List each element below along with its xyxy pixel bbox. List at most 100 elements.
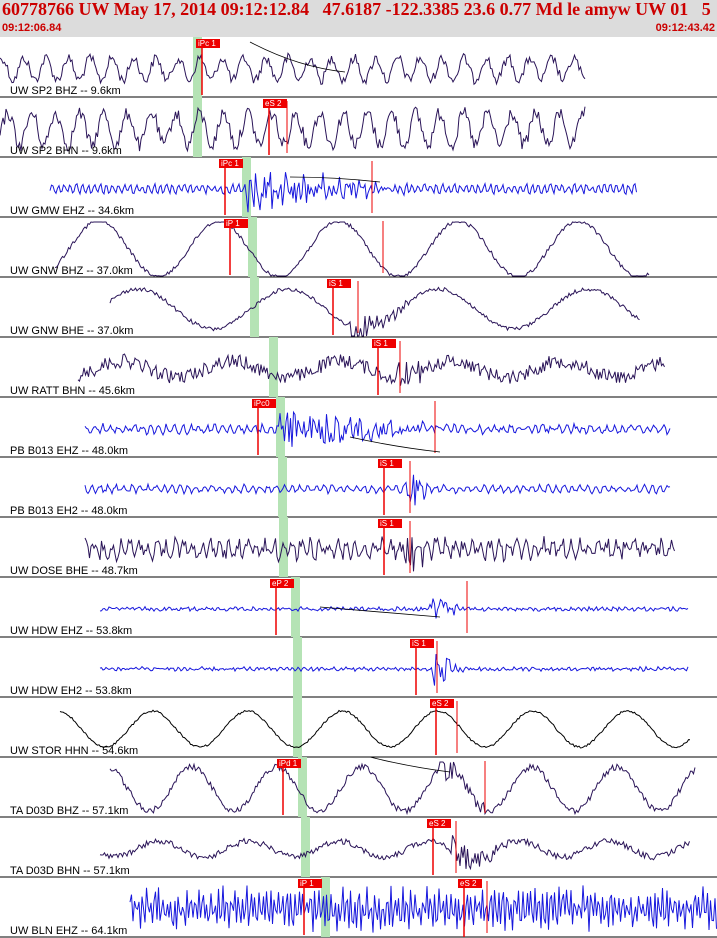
waveform-trace — [54, 221, 650, 277]
channel-label: UW SP2 BHZ -- 9.6km — [10, 85, 121, 97]
pick-window-band — [293, 697, 302, 757]
channel-label: UW STOR HHN -- 54.6km — [10, 745, 138, 757]
waveform-trace — [77, 353, 665, 386]
channel-label: TA D03D BHN -- 57.1km — [10, 865, 130, 877]
pick-label[interactable]: iPc0 — [254, 399, 270, 408]
waveform-trace — [129, 885, 717, 933]
pick-label[interactable]: iPc 1 — [221, 159, 239, 168]
channel-label: UW DOSE BHE -- 48.7km — [10, 565, 138, 577]
waveform-trace — [84, 410, 671, 447]
time-axis-end: 09:12:43.42 — [655, 22, 715, 34]
pick-label[interactable]: eS 2 — [265, 99, 282, 108]
waveform-trace — [109, 761, 696, 816]
channel-row[interactable]: iS 1 PB B013 EH2 -- 48.0km — [10, 457, 671, 517]
pick-label-box[interactable] — [430, 699, 454, 708]
event-title: 60778766 UW May 17, 2014 09:12:12.84 47.… — [2, 0, 711, 19]
pick-label[interactable]: eP 2 — [272, 579, 289, 588]
channel-label: PB B013 EH2 -- 48.0km — [10, 505, 127, 517]
waveform-trace — [99, 654, 689, 686]
pick-label-box[interactable] — [277, 759, 301, 768]
channel-label: UW HDW EHZ -- 53.8km — [10, 625, 132, 637]
pick-label[interactable]: iS 1 — [329, 279, 343, 288]
pick-window-band — [298, 757, 307, 817]
channel-row[interactable]: iP 1 UW BLN EHZ -- 64.1km — [10, 877, 717, 937]
travel-time-curve — [289, 176, 381, 183]
travel-time-curve — [319, 606, 441, 618]
waveform-trace — [99, 835, 690, 871]
pick-label-box[interactable] — [458, 879, 482, 888]
channel-label: TA D03D BHZ -- 57.1km — [10, 805, 128, 817]
pick-window-band — [301, 817, 310, 877]
waveform-trace — [0, 52, 586, 86]
pick-label[interactable]: iS 1 — [380, 459, 394, 468]
waveform-trace — [49, 172, 637, 213]
waveform-trace — [84, 474, 671, 506]
waveform-trace — [109, 286, 640, 337]
channel-label: UW HDW EH2 -- 53.8km — [10, 685, 132, 697]
pick-window-band — [278, 457, 287, 517]
channel-row[interactable]: iS 1 UW DOSE BHE -- 48.7km — [10, 517, 675, 577]
channel-row[interactable]: iPc 1 UW SP2 BHZ -- 9.6km — [0, 37, 586, 97]
pick-label[interactable]: iP 1 — [300, 879, 314, 888]
channel-row[interactable]: iS 1 UW HDW EH2 -- 53.8km — [10, 637, 689, 697]
pick-label-box[interactable] — [378, 459, 402, 468]
pick-label[interactable]: eS 2 — [460, 879, 477, 888]
channel-label: UW BLN EHZ -- 64.1km — [10, 925, 127, 937]
channel-label: UW SP2 BHN -- 9.6km — [10, 145, 122, 157]
pick-window-band — [193, 37, 202, 97]
pick-window-band — [276, 397, 285, 457]
pick-label-box[interactable] — [263, 99, 287, 108]
waveform-trace — [59, 709, 691, 749]
pick-label[interactable]: iPd 1 — [279, 759, 298, 768]
pick-label-box[interactable] — [410, 639, 434, 648]
pick-label[interactable]: iS 1 — [374, 339, 388, 348]
channel-row[interactable]: iS 1 UW RATT BHN -- 45.6km — [10, 337, 665, 397]
pick-label[interactable]: iS 1 — [412, 639, 426, 648]
pick-label-box[interactable] — [378, 519, 402, 528]
pick-label-box[interactable] — [298, 879, 322, 888]
pick-label-box[interactable] — [327, 279, 351, 288]
travel-time-curve — [349, 436, 441, 453]
channel-row[interactable]: eS 2 TA D03D BHN -- 57.1km — [10, 817, 690, 877]
pick-label[interactable]: iP 1 — [226, 219, 240, 228]
channel-label: UW GNW BHZ -- 37.0km — [10, 265, 133, 277]
time-axis-start: 09:12:06.84 — [2, 22, 62, 34]
channel-row[interactable]: iP 1 UW GNW BHZ -- 37.0km — [10, 217, 650, 277]
channel-label: UW GNW BHE -- 37.0km — [10, 325, 133, 337]
travel-time-curve — [369, 756, 451, 773]
pick-window-band — [193, 97, 202, 157]
pick-window-band — [293, 637, 302, 697]
channel-row[interactable]: iS 1 UW GNW BHE -- 37.0km — [10, 277, 640, 337]
pick-window-band — [248, 217, 257, 277]
pick-window-band — [291, 577, 300, 637]
channel-row[interactable]: iPc0 PB B013 EHZ -- 48.0km — [10, 397, 671, 457]
channel-row[interactable]: eS 2 UW SP2 BHN -- 9.6km — [0, 97, 586, 157]
pick-label-box[interactable] — [427, 819, 451, 828]
waveform-trace — [99, 598, 689, 619]
pick-window-band — [242, 157, 251, 217]
pick-label-box[interactable] — [270, 579, 294, 588]
pick-label[interactable]: eS 2 — [429, 819, 446, 828]
channel-row[interactable]: iPd 1 TA D03D BHZ -- 57.1km — [10, 757, 696, 817]
pick-label[interactable]: iPc 1 — [198, 39, 216, 48]
event-header: 60778766 UW May 17, 2014 09:12:12.84 47.… — [0, 0, 717, 37]
pick-label[interactable]: iS 1 — [380, 519, 394, 528]
pick-label[interactable]: eS 2 — [432, 699, 449, 708]
pick-label-box[interactable] — [219, 159, 243, 168]
pick-label-box[interactable] — [224, 219, 248, 228]
channel-row[interactable]: eP 2 UW HDW EHZ -- 53.8km — [10, 577, 689, 637]
channel-row[interactable]: iPc 1 UW GMW EHZ -- 34.6km — [10, 157, 637, 217]
pick-window-band — [279, 517, 288, 577]
channel-label: UW RATT BHN -- 45.6km — [10, 385, 135, 397]
channel-row[interactable]: eS 2 UW STOR HHN -- 54.6km — [10, 697, 691, 757]
travel-time-curve — [249, 41, 346, 73]
waveform-trace — [0, 106, 586, 153]
pick-window-band — [269, 337, 278, 397]
waveform-trace — [84, 535, 675, 572]
channel-label: UW GMW EHZ -- 34.6km — [10, 205, 134, 217]
channel-label: PB B013 EHZ -- 48.0km — [10, 445, 128, 457]
pick-label-box[interactable] — [252, 399, 276, 408]
seismogram-panel[interactable]: iPc 1 UW SP2 BHZ -- 9.6km eS 2 UW SP2 BHN -… — [0, 37, 717, 938]
pick-label-box[interactable] — [196, 39, 220, 48]
pick-label-box[interactable] — [372, 339, 396, 348]
